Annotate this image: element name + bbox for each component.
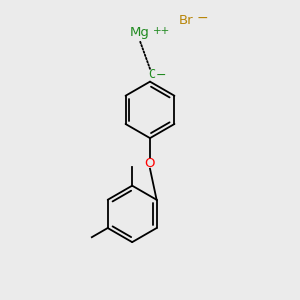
- Text: O: O: [145, 157, 155, 170]
- Text: ++: ++: [153, 26, 170, 36]
- Text: −: −: [196, 11, 208, 25]
- Text: Mg: Mg: [130, 26, 149, 39]
- Text: Br: Br: [178, 14, 193, 27]
- Text: −: −: [156, 69, 166, 82]
- Text: C: C: [148, 68, 155, 81]
